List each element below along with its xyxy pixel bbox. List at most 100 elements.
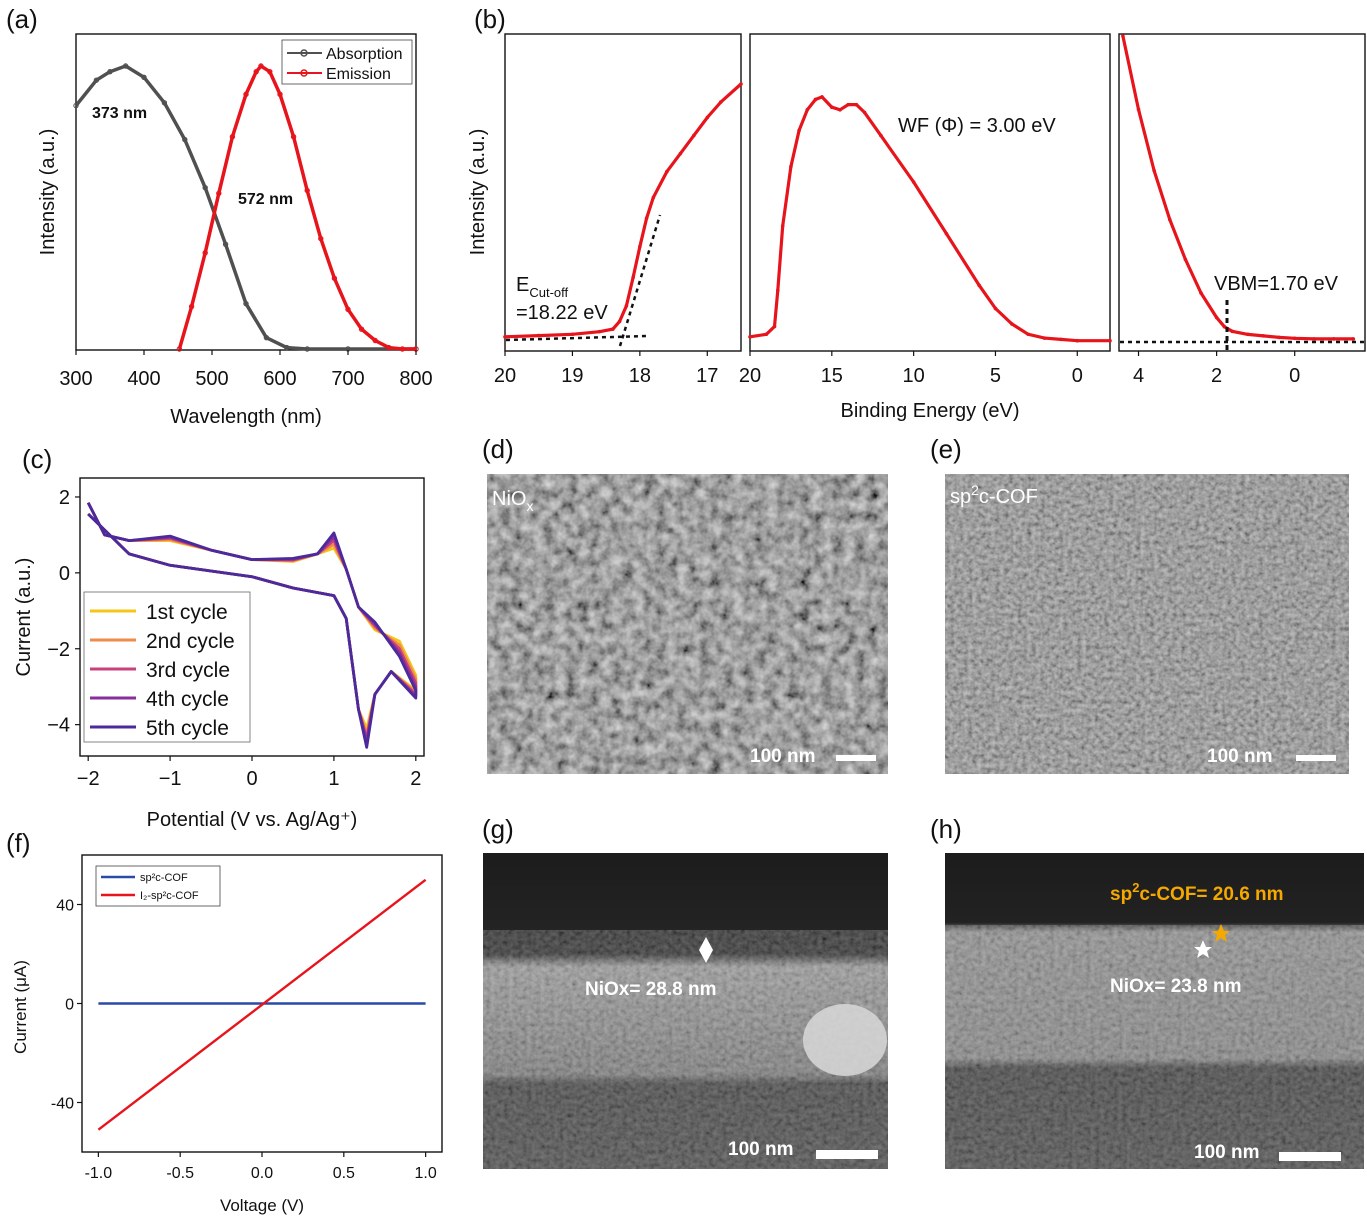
series-absorption-point: [93, 77, 100, 83]
b1-x-tick-label-17: 17: [696, 365, 718, 387]
c-legend-label: 2nd cycle: [146, 630, 235, 653]
series-emission-point: [318, 235, 324, 242]
legend-emission-label: Emission: [326, 66, 391, 83]
ups-point-3: [1331, 337, 1336, 341]
series-emission-point: [243, 91, 249, 98]
series-emission-point: [253, 68, 259, 75]
f-y-tick-label: -40: [51, 1096, 74, 1113]
ups-point-2: [977, 283, 981, 288]
ups-point-1: [644, 216, 649, 220]
series-emission-point: [176, 346, 183, 352]
panel-a-series: [73, 63, 419, 352]
panel-h-scale-bar: [1279, 1152, 1341, 1161]
panel-e-image-label: sp2c-COF: [950, 482, 1038, 508]
series-emission-line: [177, 63, 416, 351]
ups-point-3: [1246, 332, 1250, 337]
b2-x-tick-label-15: 15: [821, 365, 843, 387]
ups-point-2: [854, 102, 859, 107]
series-emission-point: [290, 134, 297, 140]
c-legend-label: 5th cycle: [146, 717, 229, 740]
panel-b-xlabel: Binding Energy (eV): [841, 400, 1020, 422]
ups-point-2: [1010, 322, 1014, 326]
panel-g-label: (g): [482, 814, 514, 844]
ups-point-3: [1230, 329, 1235, 334]
c-legend-box: [83, 591, 251, 743]
series-absorption-line: [74, 64, 416, 351]
ups-point-1: [718, 100, 723, 104]
panel-e-label: (e): [930, 434, 962, 464]
ups-point-1: [678, 151, 683, 156]
panel-g-scale-bar: [816, 1150, 878, 1159]
panel-b-series: [503, 34, 1356, 343]
x-tick-label-300: 300: [59, 368, 92, 390]
panel-f-label: (f): [6, 828, 31, 858]
panel-f-xlabel: Voltage (V): [220, 1196, 304, 1215]
panel-a-xticks: 300 400 500 600 700 800: [59, 350, 433, 390]
x-tick-label-500: 500: [195, 368, 228, 390]
ups-point-2: [944, 231, 949, 236]
b2-x-tick-label-20: 20: [739, 365, 761, 387]
panel-f-chart: -1.0 -0.5 0.0 0.5 1.0 40 0 -40 Voltage (V) Curr…: [11, 854, 443, 1215]
series-emission-point: [258, 63, 264, 69]
panel-d-sem-image: NiOx 100 nm: [487, 474, 888, 774]
ups-point-2: [830, 105, 834, 110]
panel-b1-tangent: [618, 214, 662, 347]
panel-b1-annotation: ECut-off: [516, 274, 569, 300]
panel-b-ylabel: Intensity (a.u.): [467, 129, 489, 256]
legend-absorption-label: Absorption: [326, 46, 403, 63]
series-emission-point: [229, 134, 236, 140]
ups-point-3: [1183, 257, 1188, 262]
panel-c-legend: 1st cycle 2nd cycle 3rd cycle 4th cycle 5th …: [83, 591, 251, 743]
series-absorption-point: [122, 63, 129, 69]
f-x-tick-label: -0.5: [166, 1165, 194, 1182]
ups-point-3: [1214, 315, 1219, 320]
c-x-tick-label: 0: [246, 768, 257, 790]
c-x-tick-label: −1: [159, 768, 182, 790]
panel-c-xlabel: Potential (V vs. Ag/Ag⁺): [147, 809, 358, 831]
series-emission-point: [358, 326, 365, 332]
f-x-tick-label: 0.5: [333, 1165, 355, 1182]
series-emission-point: [386, 344, 392, 351]
panel-g-thickness-marker: [699, 937, 713, 963]
legend-absorption-marker: [300, 49, 308, 57]
ups-point-3: [1167, 217, 1172, 222]
iv-line-2: [97, 878, 427, 1131]
ups-point-2: [789, 164, 793, 169]
panel-d-label: (d): [482, 434, 514, 464]
c-legend-label: 3rd cycle: [146, 659, 230, 682]
series-absorption-point: [73, 102, 79, 109]
x-tick-label-600: 600: [263, 368, 296, 390]
legend-i2cof-label: I₂-sp²c-COF: [140, 890, 199, 902]
legend-cof-label: sp²c-COF: [140, 872, 188, 884]
panel-c-ylabel: Current (a.u.): [13, 558, 35, 677]
b3-x-tick-label-4: 4: [1133, 365, 1144, 387]
ups-point-2: [805, 108, 810, 112]
panel-h-cof-marker: [1212, 924, 1230, 942]
series-absorption-point: [243, 301, 249, 307]
f-x-tick-label: 0.0: [251, 1165, 273, 1182]
ups-point-2: [780, 224, 785, 228]
series-absorption-point: [107, 68, 113, 75]
panel-a-chart: 300 400 500 600 700 800 Wavelength (nm) Inten…: [37, 33, 433, 428]
ups-point-2: [764, 332, 769, 337]
panel-b1-frame: [504, 33, 742, 352]
series-emission-point: [267, 68, 273, 75]
ups-point-2: [797, 128, 801, 133]
f-x-tick-label: 1.0: [415, 1165, 437, 1182]
ups-point-2: [846, 102, 850, 107]
ups-point-2: [838, 108, 842, 112]
ups-point-1: [611, 327, 615, 331]
panel-h-scale-label: 100 nm: [1194, 1142, 1259, 1163]
b1-x-tick-label-20: 20: [494, 365, 516, 387]
series-absorption-point: [141, 74, 147, 81]
panel-d-scale-bar: [836, 755, 876, 761]
series-emission-point: [216, 190, 222, 197]
panel-h-sem-texture: [945, 925, 1364, 1169]
b2-x-tick-label-0: 0: [1072, 365, 1083, 387]
panel-b2-annotation: WF (Φ) = 3.00 eV: [898, 115, 1056, 137]
panel-g-bright-grain: [803, 1004, 887, 1076]
f-x-tick-label: -1.0: [85, 1165, 113, 1182]
ups-point-1: [651, 195, 656, 200]
ups-point-2: [862, 110, 867, 115]
ups-point-2: [1026, 332, 1030, 337]
